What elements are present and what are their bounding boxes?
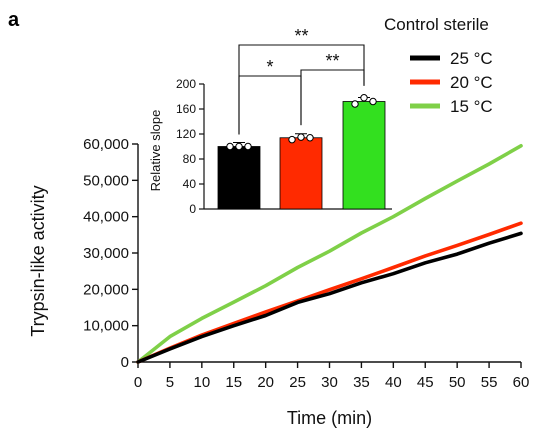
inset-bar <box>279 137 323 210</box>
x-tick-label: 35 <box>353 374 370 391</box>
x-tick-label: 55 <box>481 374 498 391</box>
y-tick-label: 60,000 <box>83 136 129 153</box>
legend-title: Control sterile <box>384 15 489 34</box>
y-tick-label: 0 <box>121 354 129 371</box>
inset-data-point <box>360 94 368 102</box>
x-tick-label: 50 <box>449 374 466 391</box>
x-tick-label: 30 <box>321 374 338 391</box>
significance-label: * <box>266 57 273 77</box>
x-tick-label: 25 <box>289 374 306 391</box>
significance-label: ** <box>325 51 339 71</box>
inset-data-point <box>297 133 305 141</box>
legend-label: 15 °C <box>450 97 493 116</box>
inset-y-tick-label: 160 <box>176 102 196 116</box>
y-tick-label: 10,000 <box>83 318 129 335</box>
x-tick-label: 5 <box>166 374 174 391</box>
y-axis-label: Trypsin-like activity <box>28 185 48 336</box>
inset-y-tick-label: 80 <box>183 152 197 166</box>
panel-label: a <box>8 9 20 31</box>
x-tick-label: 10 <box>193 374 210 391</box>
x-tick-label: 60 <box>513 374 530 391</box>
significance-bracket <box>238 44 365 135</box>
inset-y-tick-label: 200 <box>176 77 196 91</box>
x-tick-label: 20 <box>257 374 274 391</box>
inset-data-point <box>369 97 377 106</box>
inset-data-point <box>235 142 243 151</box>
significance-bracket <box>238 75 302 135</box>
x-tick-label: 0 <box>134 374 142 391</box>
legend-label: 25 °C <box>450 49 493 68</box>
series-line-25c <box>136 231 523 364</box>
inset-data-point <box>226 142 234 151</box>
legend-label: 20 °C <box>450 73 493 92</box>
y-tick-label: 50,000 <box>83 172 129 189</box>
x-tick-label: 40 <box>385 374 402 391</box>
inset-y-tick-label: 120 <box>176 127 196 141</box>
inset-data-point <box>306 134 314 142</box>
inset-data-point <box>351 100 359 108</box>
inset-data-point <box>244 142 252 151</box>
x-axis-label: Time (min) <box>287 408 372 428</box>
x-tick-label: 15 <box>225 374 242 391</box>
y-tick-label: 40,000 <box>83 209 129 226</box>
inset-bar <box>342 101 386 210</box>
significance-label: ** <box>294 26 308 46</box>
inset-y-tick-label: 0 <box>189 202 196 216</box>
y-tick-label: 30,000 <box>83 245 129 262</box>
series-line-15c <box>136 144 523 364</box>
y-tick-label: 20,000 <box>83 281 129 298</box>
inset-bar <box>217 146 261 210</box>
x-tick-label: 45 <box>417 374 434 391</box>
inset-y-axis-label: Relative slope <box>148 110 163 192</box>
inset-data-point <box>288 135 296 144</box>
inset-y-tick-label: 40 <box>183 177 197 191</box>
